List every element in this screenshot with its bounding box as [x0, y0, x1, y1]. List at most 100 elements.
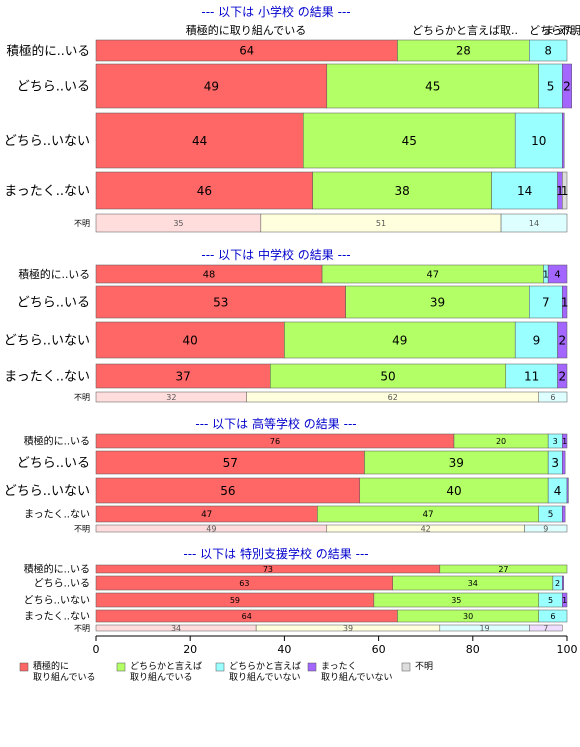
data-label: 53 — [213, 295, 228, 309]
top-label-somewhat-inactive: どちら.. — [529, 24, 569, 37]
row-label: 不明 — [74, 393, 90, 402]
panel-title: --- 以下は 特別支援学校 の結果 --- — [183, 546, 368, 561]
data-label: 1 — [561, 295, 569, 309]
row-label: 不明 — [74, 624, 90, 633]
data-label: 2 — [558, 369, 566, 383]
data-label: 50 — [380, 369, 395, 383]
legend-swatch — [19, 662, 29, 672]
data-label: 44 — [192, 134, 207, 148]
data-label: 47 — [422, 510, 433, 520]
data-label: 3 — [551, 456, 559, 470]
data-label: 7 — [542, 295, 550, 309]
bar-segment — [514, 321, 558, 359]
bar-segment — [562, 433, 568, 449]
data-label: 8 — [544, 44, 551, 58]
data-label: 35 — [451, 596, 461, 605]
data-label: 1 — [561, 184, 569, 198]
data-label: 64 — [239, 44, 254, 58]
row-label: 不明 — [74, 524, 90, 533]
legend-label: まったく取り組んでいない — [321, 661, 393, 683]
legend-label-line: どちらかと言えば — [229, 660, 301, 672]
row-label: どちら..いない — [4, 134, 90, 149]
data-label: 32 — [166, 393, 176, 402]
legend-label-line: まったく — [321, 661, 357, 672]
data-label: 57 — [223, 456, 238, 470]
data-label: 59 — [230, 596, 240, 605]
x-tick-label: 0 — [93, 643, 100, 656]
data-label: 7 — [543, 624, 548, 633]
data-label: 5 — [547, 79, 555, 93]
data-label: 47 — [201, 510, 212, 520]
panel-1: --- 以下は 中学校 の結果 ---積極的に..いる 48 47 1 4どちら..いる… — [4, 247, 569, 403]
data-label: 40 — [446, 484, 461, 498]
panel-0: --- 以下は 小学校 の結果 --- 積極的に..いる 64 28 8 どちら..いる 4… — [4, 4, 572, 233]
panel-3: --- 以下は 特別支援学校 の結果 ---積極的に..いる 73 27どちら..い… — [24, 546, 568, 633]
data-label: 51 — [376, 219, 386, 228]
legend-label-line: どちらかと言えば — [130, 660, 202, 672]
data-label: 56 — [220, 484, 235, 498]
legend-label: 積極的に取り組んでいる — [33, 660, 96, 683]
data-label: 1 — [543, 270, 549, 281]
data-label: 46 — [197, 184, 212, 198]
legend: 積極的に取り組んでいるどちらかと言えば取り組んでいるどちらかと言えば取り組んでい… — [19, 660, 433, 683]
legend-label: どちらかと言えば取り組んでいない — [229, 660, 301, 683]
data-label: 1 — [556, 184, 564, 198]
data-label: 40 — [183, 333, 198, 347]
data-label: 45 — [425, 79, 440, 93]
bar-segment — [529, 39, 568, 62]
bar-segment — [562, 592, 568, 608]
row-label: どちら..いない — [24, 595, 90, 607]
legend-label-line: 取り組んでいない — [321, 671, 393, 683]
data-label: 2 — [558, 333, 566, 347]
row-label: どちら..いない — [4, 334, 90, 349]
row-label: 積極的に..いる — [6, 43, 90, 58]
bar-segment — [562, 285, 568, 319]
data-label: 35 — [173, 219, 183, 228]
x-tick-label: 20 — [183, 643, 197, 656]
data-label: 3 — [553, 437, 558, 446]
data-label: 1 — [562, 596, 567, 605]
data-label: 30 — [463, 612, 473, 621]
row-label: どちら..いない — [4, 484, 90, 499]
data-label: 10 — [531, 134, 546, 148]
data-label: 2 — [563, 79, 571, 93]
panel-title: --- 以下は 中学校 の結果 --- — [201, 247, 350, 262]
bar-segment — [566, 477, 569, 504]
bar-segment — [95, 63, 328, 109]
top-segment-labels: 積極的に取り組んでいる どちらかと言えば取.. どちら.. まった.. 不明 — [186, 23, 580, 37]
data-label: 27 — [498, 565, 508, 574]
bar-segment — [562, 171, 568, 210]
data-label: 5 — [548, 596, 553, 605]
data-label: 39 — [430, 295, 445, 309]
row-label: 積極的に..いる — [18, 267, 90, 281]
bar-segment — [439, 564, 568, 574]
bar-segment — [95, 285, 346, 319]
bar-segment — [359, 477, 549, 504]
legend-label: どちらかと言えば取り組んでいる — [130, 660, 202, 683]
row-label: まったく..ない — [4, 184, 90, 199]
data-label: 37 — [175, 369, 190, 383]
legend-swatch — [307, 662, 317, 672]
legend-label: 不明 — [415, 661, 433, 672]
bar-segment — [95, 112, 304, 169]
data-label: 62 — [388, 393, 398, 402]
bar-segment — [500, 213, 568, 233]
x-tick-label: 40 — [277, 643, 291, 656]
bar-segment — [538, 609, 568, 623]
data-label: 5 — [548, 510, 554, 520]
data-label: 6 — [550, 612, 555, 621]
row-label: どちら..いる — [17, 456, 90, 471]
legend-label-line: 取り組んでいない — [229, 671, 301, 683]
data-label: 48 — [203, 270, 216, 281]
data-label: 34 — [171, 624, 181, 633]
data-label: 20 — [496, 437, 506, 446]
bar-segment — [326, 63, 539, 109]
bar-segment — [345, 285, 530, 319]
bar-segment — [557, 363, 568, 389]
x-tick-label: 60 — [372, 643, 386, 656]
bar-segment — [491, 171, 558, 210]
row-label: どちら..いる — [34, 578, 90, 590]
legend-swatch — [116, 662, 126, 672]
data-label: 64 — [242, 612, 252, 621]
